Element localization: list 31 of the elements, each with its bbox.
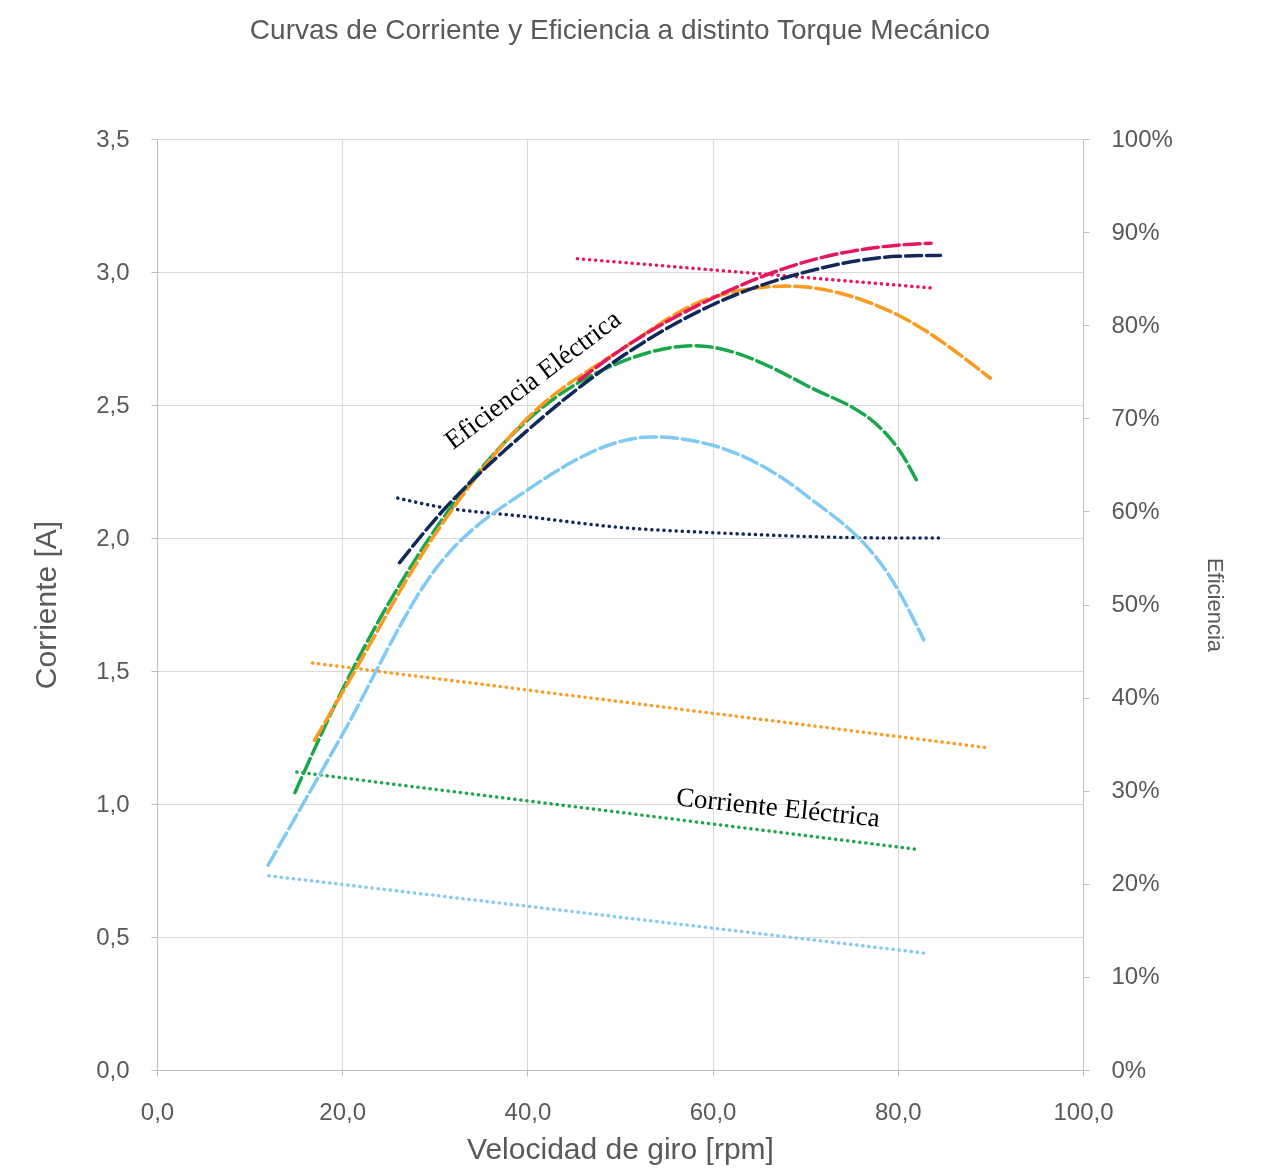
y-tick-label: 0,0 [96,1055,130,1083]
y2-tick-label: 80% [1111,310,1160,338]
y2-tick-label: 20% [1111,869,1160,897]
y2-tick-label: 40% [1111,683,1160,711]
x-tick-label: 80,0 [874,1097,922,1125]
y2-tick-label: 70% [1111,403,1160,431]
y2-tick-label: 10% [1111,962,1160,990]
annotation: Corriente Eléctrica [674,781,882,833]
y-tick-label: 2,5 [96,390,130,418]
x-tick-label: 60,0 [689,1097,737,1125]
x-tick-label: 100,0 [1053,1097,1114,1125]
y-tick-label: 3,5 [96,124,130,152]
y2-tick-label: 50% [1111,590,1160,617]
x-axis-title: Velocidad de giro [rpm] [467,1131,774,1165]
y-tick-label: 0,5 [96,922,130,950]
line-series [397,253,943,565]
x-tick-label: 0,0 [140,1097,175,1125]
x-tick-label: 20,0 [319,1097,367,1125]
chart-title: Curvas de Corriente y Eficiencia a distinto Torque Mecánico [249,14,991,45]
y2-tick-label: 0% [1111,1055,1147,1083]
y-tick-label: 1,0 [96,789,130,817]
y-axis-title: Corriente [A] [29,520,63,690]
y2-tick-label: 100% [1111,124,1173,152]
y2-axis-title: Eficiencia [1202,557,1228,653]
y2-tick-label: 90% [1111,217,1160,245]
y2-tick-label: 60% [1111,496,1160,524]
y2-tick-label: 30% [1111,776,1160,804]
y-tick-label: 2,0 [96,523,130,551]
x-tick-label: 40,0 [504,1097,552,1125]
y-tick-label: 1,5 [96,656,130,684]
y-tick-label: 3,0 [96,257,130,285]
